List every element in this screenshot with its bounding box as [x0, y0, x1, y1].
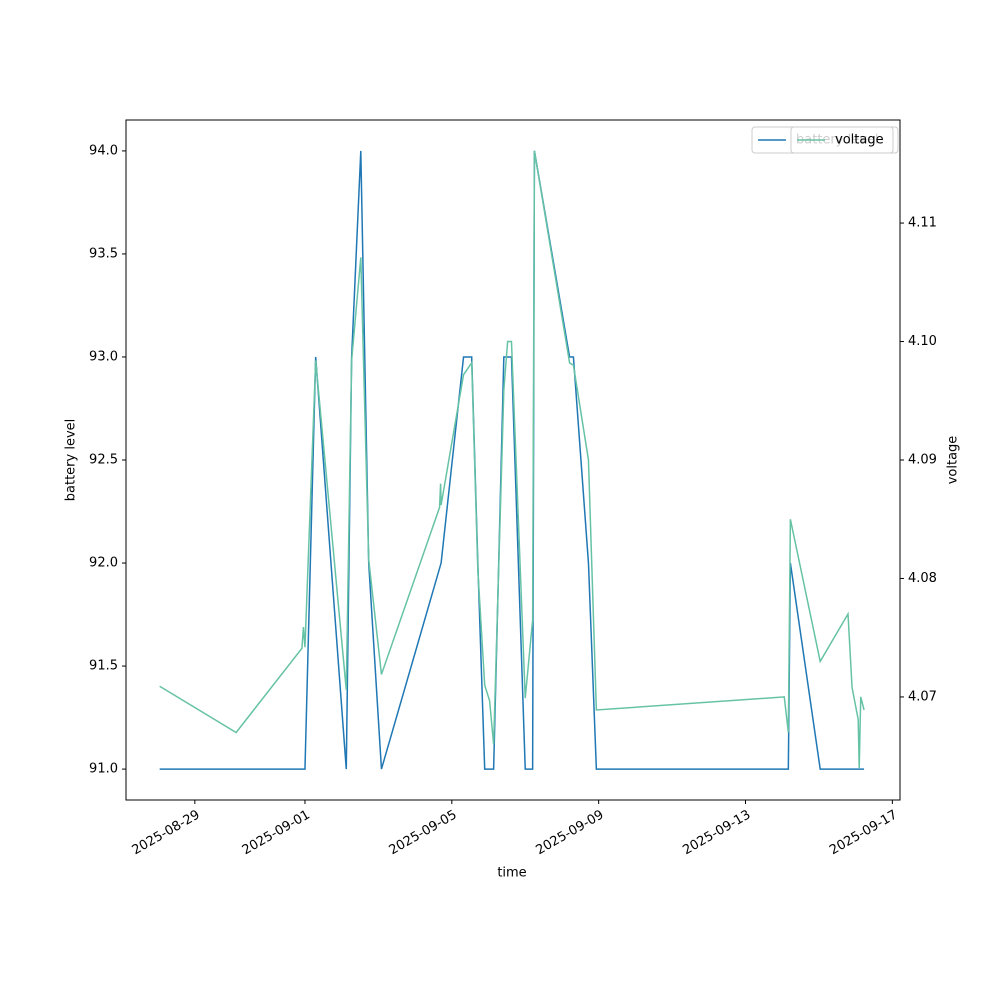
data-line	[159, 150, 865, 770]
y-tick-label: 94.0	[89, 143, 118, 158]
data-line	[159, 150, 865, 769]
x-tick-label: 2025-09-17	[827, 808, 900, 859]
y-tick-label: 93.5	[89, 246, 118, 261]
x-tick-label: 2025-09-01	[240, 808, 313, 859]
y2-tick-label: 4.07	[908, 689, 937, 704]
y2-axis-label: voltage	[946, 436, 961, 485]
y-tick-label: 92.5	[89, 453, 118, 468]
x-tick-label: 2025-08-29	[130, 808, 203, 859]
y-axis-label: battery level	[64, 419, 79, 502]
y-tick-label: 91.0	[89, 762, 118, 777]
y-tick-label: 91.5	[89, 659, 118, 674]
x-tick-label: 2025-09-13	[680, 808, 753, 859]
y-tick-label: 92.0	[89, 556, 118, 571]
x-tick-label: 2025-09-09	[533, 808, 606, 859]
y2-tick-label: 4.10	[908, 334, 937, 349]
y-tick-label: 93.0	[89, 349, 118, 364]
legend-label: voltage	[835, 133, 884, 148]
y2-tick-label: 4.08	[908, 571, 937, 586]
y2-tick-label: 4.09	[908, 453, 937, 468]
x-tick-label: 2025-09-05	[387, 808, 460, 859]
legend-box	[790, 126, 894, 154]
y2-tick-label: 4.11	[908, 216, 937, 231]
x-axis-label: time	[497, 866, 526, 881]
